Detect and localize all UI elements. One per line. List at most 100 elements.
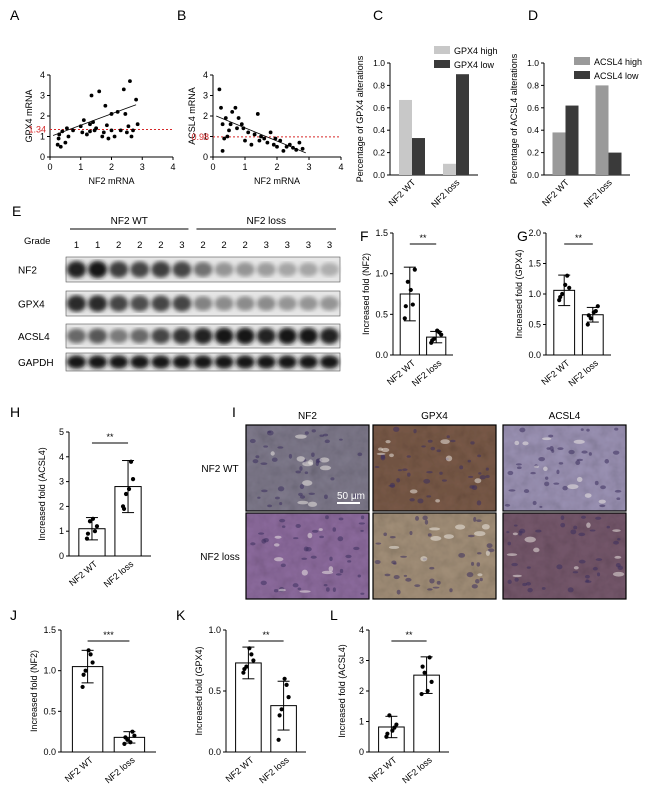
ihc-nucleus [323, 494, 328, 500]
ihc-nucleus [409, 530, 413, 536]
panel-a-data-point [91, 120, 95, 125]
panel-c-bar [399, 99, 412, 175]
panel-g-data-point [588, 316, 593, 321]
blot-band [256, 327, 276, 345]
panel-l-data-point [392, 725, 397, 730]
panel-d-y-tick-label: 0.2 [527, 148, 539, 158]
blot-grade-value: 2 [116, 240, 121, 251]
panel-b-data-point [262, 136, 267, 141]
ihc-nucleus [396, 589, 401, 595]
panel-c-legend-label: GPX4 low [454, 60, 495, 70]
ihc-stroma-highlight [319, 465, 332, 471]
panel-f-data-point [410, 302, 415, 307]
panel-h-y-axis-label: Increased fold (ACSL4) [37, 447, 47, 541]
blot-grade-value: 3 [285, 240, 290, 251]
ihc-nucleus [338, 517, 344, 521]
panel-b-data-point [220, 148, 225, 153]
ihc-nucleus [335, 573, 342, 576]
blot-grade-value: 2 [221, 240, 226, 251]
ihc-nucleus [402, 468, 408, 472]
ihc-row-label: NF2 WT [201, 464, 238, 475]
ihc-nucleus [384, 573, 391, 577]
ihc-stroma-highlight [477, 573, 483, 577]
ihc-stroma-highlight [584, 493, 592, 498]
ihc-stroma-highlight [388, 545, 400, 549]
panel-l-significance-label: ** [405, 630, 413, 640]
panel-j-x-tick-label: NF2 WT [63, 755, 95, 785]
ihc-nucleus [347, 560, 352, 563]
ihc-nucleus [470, 441, 475, 445]
panel-b-data-point [259, 134, 263, 139]
panel-h-chart: 0 1 2 3 4 5 NF2 WT NF2 loss ** Increased fold (AC… [37, 427, 151, 589]
panel-h-significance-label: ** [106, 432, 114, 442]
ihc-nucleus [430, 446, 436, 451]
panel-a-x-tick-label: 2 [109, 162, 114, 172]
ihc-nucleus [421, 445, 426, 448]
panel-a-data-point [78, 124, 83, 129]
panel-f-data-point [430, 338, 435, 343]
ihc-nucleus [299, 466, 303, 471]
panel-f-y-axis-label: Increased fold (NF2) [361, 253, 371, 335]
panel-c-legend-label: GPX4 high [454, 46, 498, 56]
panel-j-y-tick-label: 0.0 [43, 747, 56, 757]
panel-k-data-point [277, 713, 282, 718]
panel-b-data-point [278, 138, 283, 143]
ihc-nucleus [310, 555, 317, 559]
ihc-nucleus [393, 574, 400, 580]
ihc-nucleus [414, 584, 421, 588]
ihc-nucleus [295, 523, 301, 528]
panel-b-data-point [287, 142, 292, 147]
ihc-nucleus [267, 430, 272, 433]
panel-c-y-axis-label: Percentage of GPX4 alterations [355, 55, 365, 182]
ihc-nucleus [357, 452, 363, 457]
ihc-image-border [245, 512, 370, 600]
ihc-nucleus [535, 529, 542, 533]
panel-label-i: I [232, 404, 236, 420]
panel-j-data-point [80, 684, 85, 690]
panel-g-data-point [565, 273, 570, 278]
blot-band [193, 355, 213, 369]
panel-c-bar [456, 74, 469, 175]
ihc-nucleus [325, 587, 330, 592]
panel-label-l: L [330, 607, 338, 623]
ihc-stroma-highlight [319, 457, 330, 463]
ihc-nucleus [429, 566, 435, 570]
ihc-nucleus [407, 472, 411, 477]
ihc-nucleus [427, 533, 432, 537]
ihc-nucleus [301, 557, 308, 560]
panel-g-data-point [595, 304, 600, 309]
ihc-nucleus [319, 434, 325, 437]
ihc-stroma-highlight [445, 455, 453, 462]
western-blot: NF2 WT NF2 loss Grade 1 1 2 2 2 3 2 2 2 3 3 3 3 NF2 GPX4 A… [18, 216, 341, 372]
panel-k-data-point [279, 707, 284, 712]
ihc-nucleus [426, 470, 433, 474]
panel-b-data-point [236, 116, 241, 120]
ihc-nucleus [255, 455, 260, 459]
ihc-nucleus [405, 577, 412, 582]
panel-h-data-point [128, 459, 134, 464]
panel-d-y-axis-label: Percentage of ACSL4 alterations [509, 53, 519, 184]
ihc-nucleus [592, 566, 598, 571]
panel-c-x-tick-label: NF2 WT [387, 177, 418, 208]
panel-k-data-point [284, 682, 289, 688]
panel-a-y-axis-label: GPX4 mRNA [24, 89, 34, 142]
panel-b-data-point [300, 146, 305, 151]
panel-d-chart: 0.0 0.2 0.4 0.6 0.8 1.0 NF2 WT NF2 loss Percenta… [509, 53, 642, 209]
ihc-stroma-highlight [512, 574, 522, 578]
panel-l-data-point [420, 664, 425, 669]
ihc-stroma-highlight [612, 529, 621, 532]
panel-b-y-tick-label: 4 [203, 70, 208, 80]
ihc-nucleus [293, 537, 299, 540]
panel-d-bar [552, 132, 566, 175]
ihc-nucleus [436, 580, 441, 585]
panel-b-y-tick-label: 0 [203, 152, 208, 162]
ihc-tissue-image [373, 425, 496, 511]
panel-a-data-point [115, 110, 120, 114]
ihc-nucleus [589, 529, 596, 532]
ihc-stroma-highlight [273, 543, 280, 547]
panel-d-legend-label: ACSL4 low [594, 71, 639, 81]
ihc-stroma-highlight [512, 532, 518, 536]
ihc-stroma-highlight [612, 571, 625, 577]
